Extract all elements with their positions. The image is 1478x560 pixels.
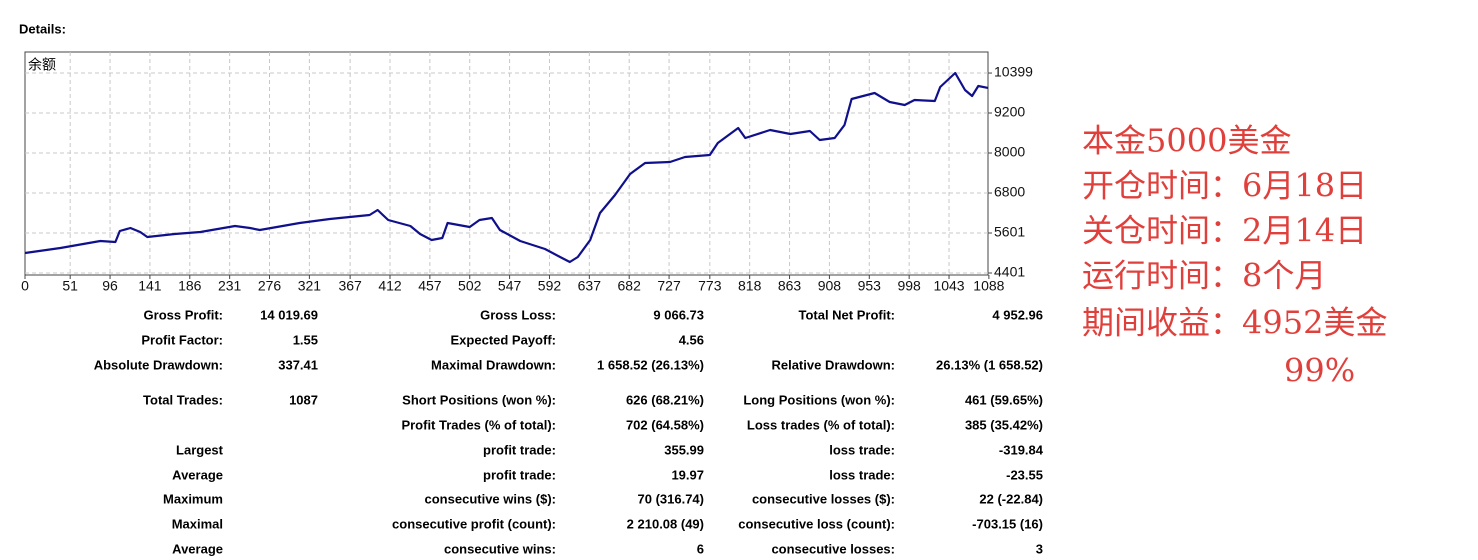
stat-label: Total Trades: [143,392,223,407]
stat-label: Profit Factor: [141,332,223,347]
x-tick-label: 502 [458,278,482,294]
x-tick-label: 953 [858,278,882,294]
y-tick-label: 6800 [994,184,1025,200]
stat-label: consecutive loss (count): [738,516,895,531]
stat-value: 1.55 [293,332,318,347]
annotation: 关仓时间：2月14日 [1082,212,1367,250]
x-tick-label: 141 [138,278,162,294]
stat-label: loss trade: [829,467,895,482]
details-title: Details: [19,21,66,36]
y-tick-label: 8000 [994,144,1025,160]
stat-label: profit trade: [483,467,556,482]
x-tick-label: 682 [618,278,642,294]
y-tick-label: 4401 [994,264,1025,280]
x-tick-label: 0 [21,278,29,294]
x-tick-label: 727 [657,278,681,294]
annotation: 开仓时间：6月18日 [1082,167,1367,205]
x-tick-label: 592 [538,278,562,294]
stat-label: Relative Drawdown: [771,357,895,372]
stat-value: -703.15 (16) [972,516,1043,531]
x-tick-label: 637 [578,278,602,294]
x-tick-label: 51 [62,278,78,294]
x-tick-label: 231 [218,278,242,294]
series-label: 余额 [28,57,56,73]
x-tick-label: 547 [498,278,522,294]
x-tick-label: 998 [897,278,921,294]
stat-value: 461 (59.65%) [965,392,1043,407]
stat-label: Expected Payoff: [451,332,556,347]
stat-value: 70 (316.74) [638,491,705,506]
stat-label: Long Positions (won %): [743,392,895,407]
annotation: 本金5000美金 [1082,122,1291,160]
x-tick-label: 908 [818,278,842,294]
stat-label: loss trade: [829,442,895,457]
y-tick-label: 10399 [994,64,1033,80]
stat-value: 4 952.96 [992,307,1043,322]
x-tick-label: 186 [178,278,202,294]
x-tick-label: 276 [258,278,282,294]
stat-value: 14 019.69 [260,307,318,322]
stat-label: consecutive wins: [444,541,556,556]
annotation: 期间收益：4952美金 [1082,304,1387,342]
stat-label: Gross Loss: [480,307,556,322]
x-tick-label: 818 [738,278,762,294]
stat-label: consecutive profit (count): [392,516,556,531]
x-tick-label: 863 [778,278,802,294]
stat-value: -23.55 [1006,467,1043,482]
stat-value: 9 066.73 [653,307,704,322]
balance-line [24,71,989,264]
stat-value: 702 (64.58%) [626,417,704,432]
stat-label: Maximal [172,516,223,531]
x-tick-label: 1088 [973,278,1004,294]
stat-label: Gross Profit: [144,307,223,322]
stat-label: Maximum [163,491,223,506]
stat-label: Largest [176,442,224,457]
stat-label: Loss trades (% of total): [747,417,895,432]
stat-value: 385 (35.42%) [965,417,1043,432]
stat-label: Average [172,541,223,556]
x-tick-label: 367 [338,278,362,294]
stat-label: Maximal Drawdown: [431,357,556,372]
stat-label: consecutive losses ($): [752,491,895,506]
stat-label: profit trade: [483,442,556,457]
x-tick-label: 457 [418,278,442,294]
stat-label: Absolute Drawdown: [94,357,223,372]
stat-label: consecutive wins ($): [425,491,556,506]
stat-value: 1 658.52 (26.13%) [597,357,704,372]
grid [25,52,988,275]
stat-value: 2 210.08 (49) [627,516,704,531]
x-tick-label: 1043 [933,278,964,294]
stat-value: 22 (-22.84) [979,491,1043,506]
x-tick-label: 773 [698,278,722,294]
stat-value: -319.84 [999,442,1044,457]
y-tick-label: 9200 [994,104,1025,120]
chart-frame [24,51,989,276]
stat-value: 19.97 [671,467,704,482]
stat-label: Profit Trades (% of total): [401,417,556,432]
x-tick-label: 96 [102,278,118,294]
stat-value: 355.99 [664,442,704,457]
stat-value: 337.41 [278,357,318,372]
stat-label: Short Positions (won %): [402,392,556,407]
stat-value: 4.56 [679,332,704,347]
y-tick-label: 5601 [994,224,1025,240]
stat-value: 1087 [289,392,318,407]
x-tick-label: 321 [298,278,322,294]
stat-value: 6 [697,541,704,556]
stat-label: Average [172,467,223,482]
stat-label: Total Net Profit: [798,307,895,322]
stat-value: 3 [1036,541,1043,556]
annotation: 99% [1284,352,1355,390]
stat-value: 626 (68.21%) [626,392,704,407]
stat-label: consecutive losses: [771,541,895,556]
annotation: 运行时间：8个月 [1082,257,1326,295]
stat-value: 26.13% (1 658.52) [936,357,1043,372]
x-tick-label: 412 [378,278,402,294]
